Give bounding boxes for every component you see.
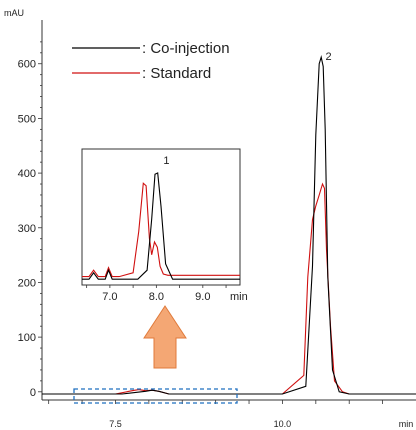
inset-frame xyxy=(81,148,241,286)
x-tick-label: 7.5 xyxy=(109,419,122,429)
x-tick-label: min xyxy=(399,419,414,429)
x-tick-label: 10.0 xyxy=(274,419,292,429)
inset-x-tick-label: 8.0 xyxy=(149,291,164,303)
inset-series-line xyxy=(82,172,240,280)
legend: : Co-injection : Standard xyxy=(72,40,230,82)
y-tick-label: 300 xyxy=(18,223,36,235)
zoom-arrow xyxy=(143,305,187,369)
y-tick-label: 400 xyxy=(18,168,36,180)
inset-x-tick-label: 9.0 xyxy=(195,291,210,303)
inset-peak-label: 1 xyxy=(163,155,169,167)
y-tick-label: 600 xyxy=(18,59,36,71)
y-tick-label: 100 xyxy=(18,332,36,344)
y-tick-label: 500 xyxy=(18,113,36,125)
zoom-highlight xyxy=(73,305,238,404)
inset-x-axis-label: min xyxy=(230,291,248,303)
y-tick-label: 200 xyxy=(18,277,36,289)
series-line xyxy=(42,182,416,395)
peak-label: 2 xyxy=(326,51,332,63)
y-axis-label: mAU xyxy=(4,8,24,18)
main-chart: mAU 0 100 200 300 400 500 600 7.5 10.0 min 2 xyxy=(4,8,416,429)
inset-series-line xyxy=(82,182,240,278)
inset-chart: 7.0 8.0 9.0 min 1 xyxy=(81,148,248,303)
legend-label: : Standard xyxy=(142,65,211,82)
legend-label: : Co-injection xyxy=(142,40,230,57)
zoom-region-box xyxy=(73,388,238,404)
series-line xyxy=(42,55,416,395)
y-tick-label: 0 xyxy=(30,387,36,399)
inset-x-tick-label: 7.0 xyxy=(102,291,117,303)
